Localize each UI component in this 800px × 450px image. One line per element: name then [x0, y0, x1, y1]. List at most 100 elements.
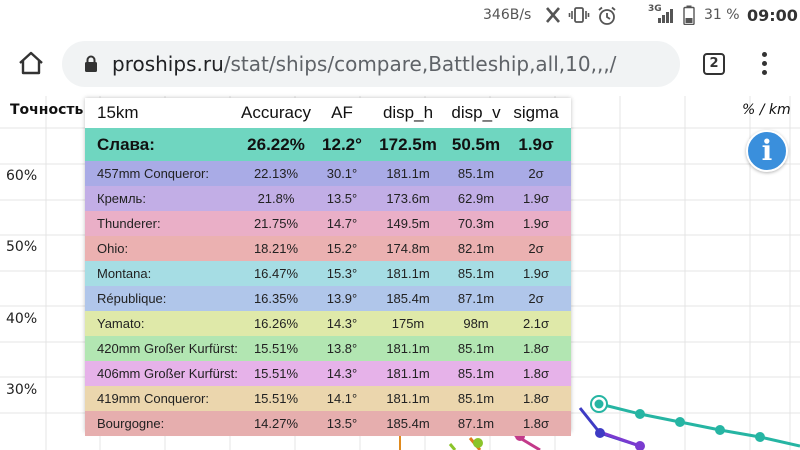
disp-h-value: 181.1m	[386, 266, 430, 281]
unit-label: % / km	[742, 102, 791, 118]
network-speed: 346B/s	[483, 7, 532, 23]
menu-icon[interactable]	[756, 50, 772, 78]
disp-h-value: 172.5m	[379, 135, 437, 154]
accuracy-value: 22.13%	[253, 166, 299, 181]
disp-v-value: 70.3m	[457, 216, 495, 231]
tab-switcher-button[interactable]: 2	[703, 53, 725, 75]
table-row: Кремль: 21.8% 13.5° 173.6m 62.9m 1.9σ	[85, 186, 571, 211]
alarm-icon	[598, 6, 616, 25]
ship-name: Thunderer:	[97, 216, 161, 231]
disp-v-value: 62.9m	[457, 191, 495, 206]
browser-toolbar: proships.ru/stat/ships/compare,Battleshi…	[0, 32, 800, 96]
table-row: 457mm Conqueror: 22.13% 30.1° 181.1m 85.1m 2σ	[85, 161, 571, 186]
ship-name: Yamato:	[97, 316, 145, 331]
sigma-value: 1.8σ	[522, 416, 550, 431]
ship-name: Кремль:	[97, 191, 146, 206]
col-disp-v: disp_v	[451, 103, 501, 122]
signal-icon	[658, 9, 673, 23]
status-bar: 346B/s 3G 31 % 09:00	[0, 0, 800, 32]
accuracy-value: 14.27%	[253, 416, 299, 431]
af-value: 13.8°	[326, 341, 358, 356]
disp-h-value: 185.4m	[386, 291, 430, 306]
url-domain: proships.ru	[112, 52, 224, 76]
disp-v-value: 87.1m	[457, 416, 495, 431]
sigma-value: 1.9σ	[518, 135, 554, 154]
af-value: 13.5°	[326, 191, 358, 206]
y-tick-60: 60%	[6, 168, 38, 184]
comparison-tooltip: 15km Accuracy AF disp_h disp_v sigma Сла…	[85, 98, 571, 436]
accuracy-value: 15.51%	[253, 366, 299, 381]
series-points	[473, 395, 765, 450]
table-header: 15km Accuracy AF disp_h disp_v sigma	[85, 98, 571, 128]
table-row: Montana: 16.47% 15.3° 181.1m 85.1m 1.9σ	[85, 261, 571, 286]
disp-v-value: 87.1m	[457, 291, 495, 306]
battery-level: 31 %	[704, 7, 740, 23]
y-axis-title: Точность	[10, 102, 84, 118]
disp-v-value: 85.1m	[457, 366, 495, 381]
disp-h-value: 175m	[391, 316, 425, 331]
disp-h-value: 181.1m	[386, 341, 430, 356]
sigma-value: 1.8σ	[522, 366, 550, 381]
disp-h-value: 173.6m	[386, 191, 430, 206]
accuracy-value: 21.75%	[253, 216, 299, 231]
af-value: 13.5°	[326, 416, 358, 431]
sigma-value: 2σ	[528, 291, 544, 306]
accuracy-value: 26.22%	[247, 135, 305, 154]
af-value: 30.1°	[326, 166, 358, 181]
disp-v-value: 85.1m	[457, 166, 495, 181]
network-type: 3G	[648, 4, 662, 14]
col-sigma: sigma	[513, 103, 559, 122]
url-text[interactable]: proships.ru/stat/ships/compare,Battleshi…	[112, 52, 616, 76]
disp-v-value: 50.5m	[451, 135, 501, 154]
table-row: Bourgogne: 14.27% 13.5° 185.4m 87.1m 1.8σ	[85, 411, 571, 436]
disp-v-value: 85.1m	[457, 266, 495, 281]
ship-name: 420mm Großer Kurfürst:	[97, 341, 238, 356]
table-row: Ohio: 18.21% 15.2° 174.8m 82.1m 2σ	[85, 236, 571, 261]
col-range: 15km	[97, 103, 139, 122]
af-value: 13.9°	[326, 291, 358, 306]
table-row: 406mm Großer Kurfürst: 15.51% 14.3° 181.1m 8…	[85, 361, 571, 386]
col-accuracy: Accuracy	[241, 103, 311, 122]
y-tick-40: 40%	[6, 311, 38, 327]
table-row: 419mm Conqueror: 15.51% 14.1° 181.1m 85.1m 1.…	[85, 386, 571, 411]
disp-v-value: 82.1m	[457, 241, 495, 256]
disp-h-value: 181.1m	[386, 166, 430, 181]
accuracy-value: 21.8%	[257, 191, 295, 206]
accuracy-value: 16.35%	[253, 291, 299, 306]
address-bar[interactable]: proships.ru/stat/ships/compare,Battleshi…	[62, 41, 680, 87]
ship-name: Montana:	[97, 266, 152, 281]
y-tick-50: 50%	[6, 239, 38, 255]
sigma-value: 2σ	[528, 241, 544, 256]
sigma-value: 1.8σ	[522, 341, 550, 356]
info-icon[interactable]: i	[746, 130, 788, 172]
table-row: Thunderer: 21.75% 14.7° 149.5m 70.3m 1.9σ	[85, 211, 571, 236]
sigma-value: 2.1σ	[522, 316, 550, 331]
disp-v-value: 98m	[463, 316, 489, 331]
af-value: 14.3°	[326, 366, 358, 381]
ship-name: République:	[97, 291, 167, 306]
y-tick-30: 30%	[6, 382, 38, 398]
highlighted-row: Слава: 26.22% 12.2° 172.5m 50.5m 1.9σ	[85, 128, 571, 161]
clock: 09:00	[747, 6, 798, 25]
af-value: 14.1°	[326, 391, 358, 406]
lock-icon[interactable]	[84, 55, 98, 73]
accuracy-value: 16.26%	[253, 316, 299, 331]
battery-icon	[683, 5, 695, 25]
af-value: 14.7°	[326, 216, 358, 231]
accuracy-value: 15.51%	[253, 391, 299, 406]
sigma-value: 2σ	[528, 166, 544, 181]
disp-h-value: 149.5m	[386, 216, 430, 231]
sigma-value: 1.9σ	[522, 216, 550, 231]
disp-v-value: 85.1m	[457, 391, 495, 406]
disp-h-value: 181.1m	[386, 391, 430, 406]
ship-name: 406mm Großer Kurfürst:	[97, 366, 238, 381]
col-af: AF	[331, 103, 353, 122]
accuracy-value: 16.47%	[253, 266, 299, 281]
col-disp-h: disp_h	[382, 103, 434, 122]
home-icon[interactable]	[18, 51, 44, 75]
ship-name: Bourgogne:	[97, 416, 165, 431]
ship-name: Ohio:	[97, 241, 129, 256]
accuracy-value: 15.51%	[253, 341, 299, 356]
accuracy-value: 18.21%	[253, 241, 299, 256]
table-row: Yamato: 16.26% 14.3° 175m 98m 2.1σ	[85, 311, 571, 336]
